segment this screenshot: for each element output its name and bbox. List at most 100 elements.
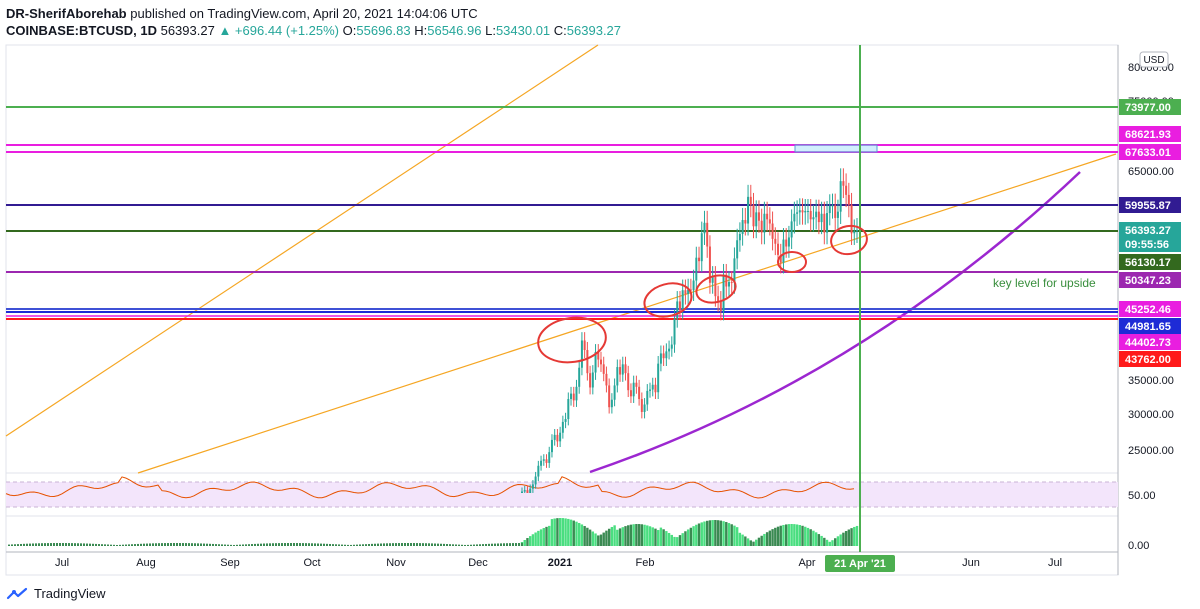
candle[interactable] bbox=[806, 210, 809, 212]
candle[interactable] bbox=[738, 233, 741, 241]
candle[interactable] bbox=[605, 373, 608, 386]
candle[interactable] bbox=[790, 221, 793, 238]
candle[interactable] bbox=[853, 231, 856, 234]
candle[interactable] bbox=[768, 219, 771, 224]
candle[interactable] bbox=[847, 194, 850, 205]
candle[interactable] bbox=[812, 217, 815, 220]
candle[interactable] bbox=[708, 246, 711, 283]
candle[interactable] bbox=[627, 373, 630, 391]
candle[interactable] bbox=[619, 367, 622, 375]
candle[interactable] bbox=[785, 239, 788, 247]
candle[interactable] bbox=[608, 385, 611, 408]
candle[interactable] bbox=[580, 340, 583, 368]
candle[interactable] bbox=[722, 274, 725, 312]
candle[interactable] bbox=[548, 452, 551, 463]
candle[interactable] bbox=[695, 257, 698, 281]
candle[interactable] bbox=[616, 367, 619, 386]
candle[interactable] bbox=[684, 290, 687, 294]
candle[interactable] bbox=[553, 434, 556, 440]
candle[interactable] bbox=[529, 488, 532, 493]
candle[interactable] bbox=[567, 399, 570, 420]
candle[interactable] bbox=[719, 301, 722, 312]
currency-button[interactable] bbox=[1139, 51, 1169, 68]
candle[interactable] bbox=[564, 419, 567, 422]
candle[interactable] bbox=[698, 257, 701, 262]
footer-brand[interactable]: TradingView bbox=[6, 586, 106, 601]
candle[interactable] bbox=[793, 213, 796, 222]
candle[interactable] bbox=[629, 390, 632, 397]
candle[interactable] bbox=[570, 393, 573, 400]
candle[interactable] bbox=[665, 351, 668, 359]
candle[interactable] bbox=[578, 367, 581, 387]
candle[interactable] bbox=[575, 386, 578, 401]
candle[interactable] bbox=[850, 204, 853, 234]
candle[interactable] bbox=[668, 348, 671, 352]
candle[interactable] bbox=[542, 459, 545, 461]
candle[interactable] bbox=[646, 390, 649, 405]
candle[interactable] bbox=[804, 210, 807, 213]
parabolic-curve[interactable] bbox=[589, 171, 1081, 474]
candle[interactable] bbox=[763, 213, 766, 233]
candle[interactable] bbox=[602, 364, 605, 374]
candle[interactable] bbox=[755, 212, 758, 227]
symbol-name[interactable]: COINBASE:BTCUSD, 1D bbox=[6, 23, 157, 38]
annotation-circle[interactable] bbox=[693, 271, 738, 306]
candle[interactable] bbox=[787, 237, 790, 247]
annotation-circle[interactable] bbox=[777, 251, 807, 273]
candle[interactable] bbox=[649, 389, 652, 391]
candle[interactable] bbox=[711, 276, 714, 283]
annotation-circle[interactable] bbox=[641, 278, 696, 321]
candle[interactable] bbox=[817, 211, 820, 223]
candle[interactable] bbox=[725, 274, 728, 287]
candle[interactable] bbox=[561, 421, 564, 433]
annotation-circle[interactable] bbox=[535, 313, 608, 366]
trend-line-steep[interactable] bbox=[5, 44, 599, 437]
candle[interactable] bbox=[777, 243, 780, 255]
candle[interactable] bbox=[583, 340, 586, 351]
candle[interactable] bbox=[831, 205, 834, 207]
candle[interactable] bbox=[692, 280, 695, 291]
candle[interactable] bbox=[766, 213, 769, 220]
candle[interactable] bbox=[556, 434, 559, 442]
candle[interactable] bbox=[635, 382, 638, 387]
candle[interactable] bbox=[828, 206, 831, 214]
candle[interactable] bbox=[823, 213, 826, 233]
candle[interactable] bbox=[632, 382, 635, 397]
candle[interactable] bbox=[703, 222, 706, 234]
candle[interactable] bbox=[689, 289, 692, 291]
candle[interactable] bbox=[760, 220, 763, 233]
candle[interactable] bbox=[523, 490, 526, 492]
candle[interactable] bbox=[733, 258, 736, 283]
candle[interactable] bbox=[673, 318, 676, 345]
target-box[interactable] bbox=[794, 144, 878, 153]
candle[interactable] bbox=[730, 282, 733, 284]
candle[interactable] bbox=[782, 239, 785, 263]
candle[interactable] bbox=[779, 254, 782, 263]
candle[interactable] bbox=[681, 290, 684, 311]
author-name[interactable]: DR-SherifAborehab bbox=[6, 6, 127, 21]
key-level-note[interactable]: key level for upside bbox=[993, 276, 1096, 290]
candle[interactable] bbox=[613, 385, 616, 400]
candle[interactable] bbox=[736, 240, 739, 259]
candle[interactable] bbox=[545, 459, 548, 463]
candle[interactable] bbox=[839, 181, 842, 212]
candle[interactable] bbox=[834, 205, 837, 218]
candle[interactable] bbox=[572, 393, 575, 401]
candle[interactable] bbox=[815, 211, 818, 218]
candle[interactable] bbox=[842, 181, 845, 186]
candle[interactable] bbox=[714, 276, 717, 297]
candle[interactable] bbox=[591, 372, 594, 388]
candle[interactable] bbox=[597, 352, 600, 360]
candle[interactable] bbox=[771, 223, 774, 239]
candle[interactable] bbox=[534, 476, 537, 485]
candle[interactable] bbox=[798, 210, 801, 213]
candle[interactable] bbox=[654, 384, 657, 393]
candle[interactable] bbox=[796, 212, 799, 214]
candle[interactable] bbox=[521, 491, 523, 493]
candle[interactable] bbox=[621, 364, 624, 375]
candle[interactable] bbox=[774, 238, 777, 244]
candle[interactable] bbox=[700, 233, 703, 262]
candle[interactable] bbox=[741, 220, 744, 234]
candle[interactable] bbox=[706, 222, 709, 247]
